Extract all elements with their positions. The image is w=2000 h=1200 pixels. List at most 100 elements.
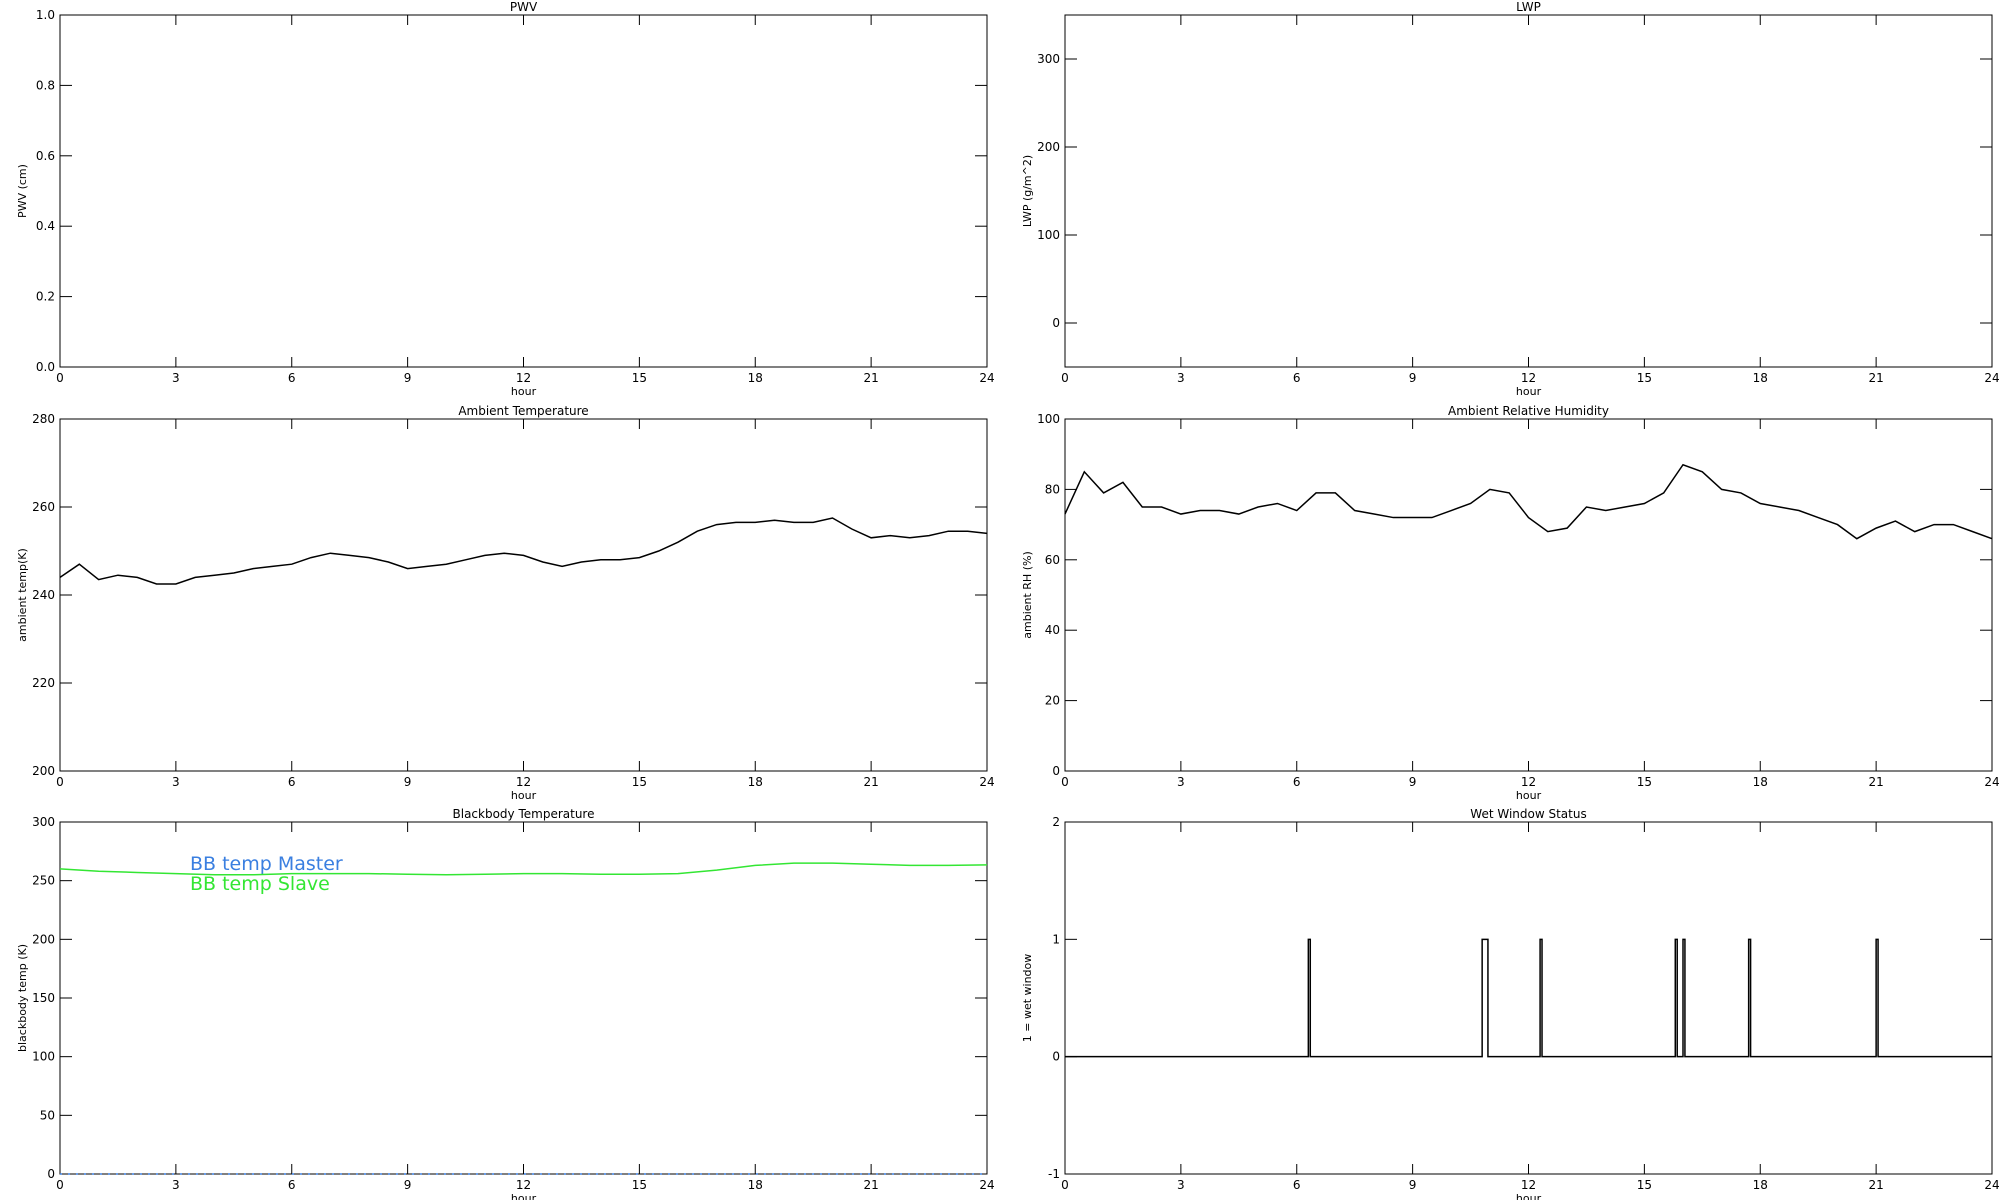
y-tick-label: 1: [1052, 932, 1060, 946]
y-tick-label: 280: [32, 412, 55, 426]
x-tick-label: 3: [1177, 371, 1185, 385]
y-tick-label: 0: [1052, 1050, 1060, 1064]
x-tick-label: 12: [1521, 1178, 1536, 1192]
x-tick-label: 24: [979, 371, 994, 385]
y-tick-label: 300: [32, 815, 55, 829]
x-tick-label: 21: [863, 371, 878, 385]
y-tick-label: 250: [32, 874, 55, 888]
x-tick-label: 3: [172, 371, 180, 385]
y-tick-label: 60: [1045, 553, 1060, 567]
x-tick-label: 21: [863, 775, 878, 789]
y-axis-label: 1 = wet window: [1021, 954, 1034, 1043]
y-tick-label: 200: [32, 764, 55, 778]
x-tick-label: 15: [632, 1178, 647, 1192]
x-tick-label: 6: [288, 1178, 296, 1192]
x-tick-label: 12: [516, 1178, 531, 1192]
y-tick-label: 300: [1037, 52, 1060, 66]
chart-title: PWV: [510, 0, 538, 14]
y-axis-label: PWV (cm): [16, 164, 29, 218]
y-axis-label: ambient RH (%): [1021, 551, 1034, 639]
x-tick-label: 9: [404, 1178, 412, 1192]
x-tick-label: 0: [56, 775, 64, 789]
x-tick-label: 18: [748, 1178, 763, 1192]
y-tick-label: 1.0: [36, 8, 55, 22]
y-tick-label: 150: [32, 991, 55, 1005]
data-line: [59, 517, 988, 585]
x-tick-label: 18: [748, 371, 763, 385]
x-tick-label: 9: [404, 775, 412, 789]
x-axis-label: hour: [1516, 385, 1542, 398]
x-tick-label: 0: [1061, 775, 1069, 789]
y-tick-label: 80: [1045, 482, 1060, 496]
plot-frame: [59, 418, 988, 772]
plot-frame: [1064, 14, 1993, 368]
y-tick-label: 2: [1052, 815, 1060, 829]
legend-entry: BB temp Slave: [190, 873, 330, 895]
x-tick-label: 21: [1868, 775, 1883, 789]
x-tick-label: 18: [1753, 371, 1768, 385]
x-tick-label: 3: [1177, 1178, 1185, 1192]
y-tick-label: 0.8: [36, 78, 55, 92]
chart-title: Blackbody Temperature: [453, 807, 595, 821]
x-tick-label: 24: [1984, 371, 1999, 385]
chart-title: Ambient Relative Humidity: [1448, 404, 1609, 418]
x-tick-label: 18: [1753, 1178, 1768, 1192]
y-tick-label: 40: [1045, 623, 1060, 637]
y-tick-label: 0.2: [36, 290, 55, 304]
y-tick-label: 200: [1037, 140, 1060, 154]
x-tick-label: 6: [288, 775, 296, 789]
y-tick-label: 220: [32, 676, 55, 690]
x-tick-label: 24: [979, 775, 994, 789]
legend-entry: BB temp Master: [190, 853, 343, 875]
x-tick-label: 21: [1868, 1178, 1883, 1192]
y-tick-label: 0.0: [36, 360, 55, 374]
x-tick-label: 15: [632, 775, 647, 789]
x-tick-label: 9: [1409, 1178, 1417, 1192]
chart-title: LWP: [1516, 0, 1541, 14]
y-tick-label: 100: [1037, 412, 1060, 426]
data-line: [59, 862, 988, 876]
x-tick-label: 15: [1637, 371, 1652, 385]
y-tick-label: 240: [32, 588, 55, 602]
plot-frame: [1064, 418, 1993, 772]
y-tick-label: 100: [32, 1050, 55, 1064]
y-tick-label: 0.4: [36, 219, 55, 233]
y-tick-label: 50: [40, 1108, 55, 1122]
y-tick-label: 0: [1052, 316, 1060, 330]
x-tick-label: 6: [1293, 775, 1301, 789]
x-tick-label: 24: [979, 1178, 994, 1192]
y-tick-label: 200: [32, 932, 55, 946]
x-tick-label: 15: [632, 371, 647, 385]
x-tick-label: 0: [1061, 371, 1069, 385]
x-tick-label: 15: [1637, 775, 1652, 789]
y-axis-label: LWP (g/m^2): [1021, 155, 1034, 227]
x-tick-label: 9: [1409, 371, 1417, 385]
y-tick-label: 100: [1037, 228, 1060, 242]
x-tick-label: 18: [748, 775, 763, 789]
x-tick-label: 3: [172, 775, 180, 789]
data-line: [1064, 463, 1993, 540]
x-tick-label: 21: [863, 1178, 878, 1192]
x-axis-label: hour: [511, 789, 537, 802]
x-axis-label: hour: [1516, 1192, 1542, 1200]
x-tick-label: 6: [1293, 1178, 1301, 1192]
x-axis-label: hour: [1516, 789, 1542, 802]
x-tick-label: 0: [56, 1178, 64, 1192]
x-tick-label: 12: [1521, 775, 1536, 789]
y-axis-label: blackbody temp (K): [16, 944, 29, 1052]
x-tick-label: 21: [1868, 371, 1883, 385]
y-tick-label: 0.6: [36, 149, 55, 163]
x-tick-label: 12: [516, 371, 531, 385]
x-tick-label: 12: [1521, 371, 1536, 385]
plot-frame: [59, 14, 988, 368]
x-tick-label: 15: [1637, 1178, 1652, 1192]
x-tick-label: 18: [1753, 775, 1768, 789]
chart-title: Wet Window Status: [1470, 807, 1586, 821]
x-tick-label: 6: [288, 371, 296, 385]
x-tick-label: 24: [1984, 775, 1999, 789]
x-tick-label: 3: [172, 1178, 180, 1192]
y-tick-label: -1: [1048, 1167, 1060, 1181]
x-axis-label: hour: [511, 385, 537, 398]
x-tick-label: 24: [1984, 1178, 1999, 1192]
